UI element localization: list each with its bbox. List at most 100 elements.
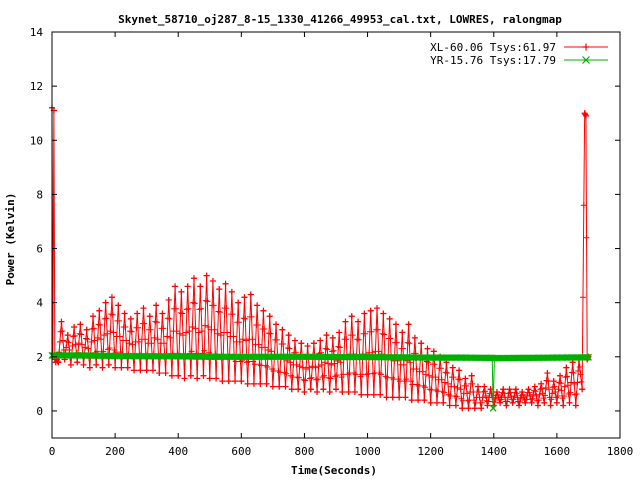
y-tick-label: 14: [30, 26, 44, 39]
data-point: [581, 110, 588, 117]
plot-frame: [51, 31, 621, 439]
y-tick-label: 4: [36, 297, 43, 310]
data-point: [490, 354, 498, 362]
data-point: [538, 380, 545, 387]
data-point: [301, 388, 308, 395]
data-point: [112, 364, 119, 371]
legend-label: XL-60.06 Tsys:61.97: [430, 41, 556, 54]
data-point: [200, 372, 207, 379]
series-line: [51, 107, 589, 409]
data-point: [64, 332, 71, 339]
data-point: [184, 283, 191, 290]
data-point: [137, 367, 144, 374]
data-point: [143, 367, 150, 374]
data-point: [222, 280, 229, 287]
data-point: [121, 310, 128, 317]
data-point: [80, 361, 87, 368]
series-xl: [49, 104, 592, 412]
data-point: [118, 364, 125, 371]
data-point: [408, 397, 415, 404]
data-point: [418, 340, 425, 347]
data-point: [516, 402, 523, 409]
data-point: [488, 354, 496, 362]
data-point: [55, 359, 62, 366]
data-point: [219, 378, 226, 385]
data-point: [238, 378, 245, 385]
data-point: [153, 302, 160, 309]
data-point: [86, 364, 93, 371]
data-point: [452, 402, 459, 409]
data-point: [162, 370, 169, 377]
data-point: [489, 404, 497, 412]
data-point: [519, 388, 526, 395]
data-point: [320, 386, 327, 393]
legend-label: YR-15.76 Tsys:17.79: [430, 54, 556, 67]
data-point: [191, 275, 197, 282]
x-tick-label: 0: [49, 445, 56, 458]
data-point: [336, 329, 343, 336]
data-point: [304, 342, 311, 349]
data-point: [497, 399, 504, 406]
data-point: [364, 391, 371, 398]
data-point: [228, 288, 235, 295]
x-tick-label: 1000: [354, 445, 381, 458]
series-yr: [48, 352, 592, 412]
data-point: [83, 326, 90, 333]
data-point: [415, 397, 422, 404]
data-point: [310, 340, 317, 347]
data-point: [146, 313, 153, 320]
data-point: [484, 402, 491, 409]
data-point: [433, 399, 440, 406]
x-tick-label: 800: [295, 445, 315, 458]
data-point: [235, 299, 242, 306]
data-point: [528, 399, 535, 406]
data-point: [361, 310, 368, 317]
data-point: [553, 354, 561, 362]
data-point: [395, 353, 403, 361]
data-point: [269, 353, 277, 361]
data-point: [389, 394, 396, 401]
series-layer: [48, 104, 592, 412]
data-point: [563, 364, 570, 371]
data-point: [232, 378, 239, 385]
data-point: [544, 370, 551, 377]
data-point: [143, 352, 151, 360]
data-point: [421, 397, 428, 404]
x-axis: 0 200 400 600 800 1000 1200 1400 1600 1800: [49, 32, 633, 458]
data-point: [156, 370, 163, 377]
data-point: [456, 367, 463, 374]
data-point: [427, 354, 435, 362]
x-tick-label: 200: [105, 445, 125, 458]
data-point: [172, 283, 179, 290]
data-point: [339, 388, 346, 395]
data-point: [307, 386, 314, 393]
y-tick-label: 2: [36, 351, 43, 364]
data-point: [58, 318, 65, 325]
data-point: [260, 307, 267, 314]
y-tick-label: 10: [30, 134, 43, 147]
data-point: [475, 383, 481, 390]
y-tick-label: 8: [36, 188, 43, 201]
data-point: [506, 386, 513, 393]
data-point: [93, 361, 100, 368]
data-point: [553, 399, 560, 406]
data-point: [282, 383, 289, 390]
data-point: [402, 394, 409, 401]
y-axis: 0 2 4 6 8 10 12 14: [30, 26, 620, 418]
data-point: [111, 352, 119, 360]
data-point: [140, 305, 147, 312]
data-point: [269, 383, 276, 390]
data-point: [149, 367, 156, 374]
data-point: [493, 388, 500, 395]
data-point: [131, 367, 138, 374]
data-point: [314, 388, 321, 395]
data-point: [566, 399, 573, 406]
data-point: [458, 354, 466, 362]
data-point: [288, 386, 295, 393]
data-point: [80, 352, 87, 359]
data-point: [206, 353, 214, 361]
x-tick-label: 1600: [544, 445, 571, 458]
data-point: [405, 321, 412, 328]
data-point: [348, 313, 355, 320]
